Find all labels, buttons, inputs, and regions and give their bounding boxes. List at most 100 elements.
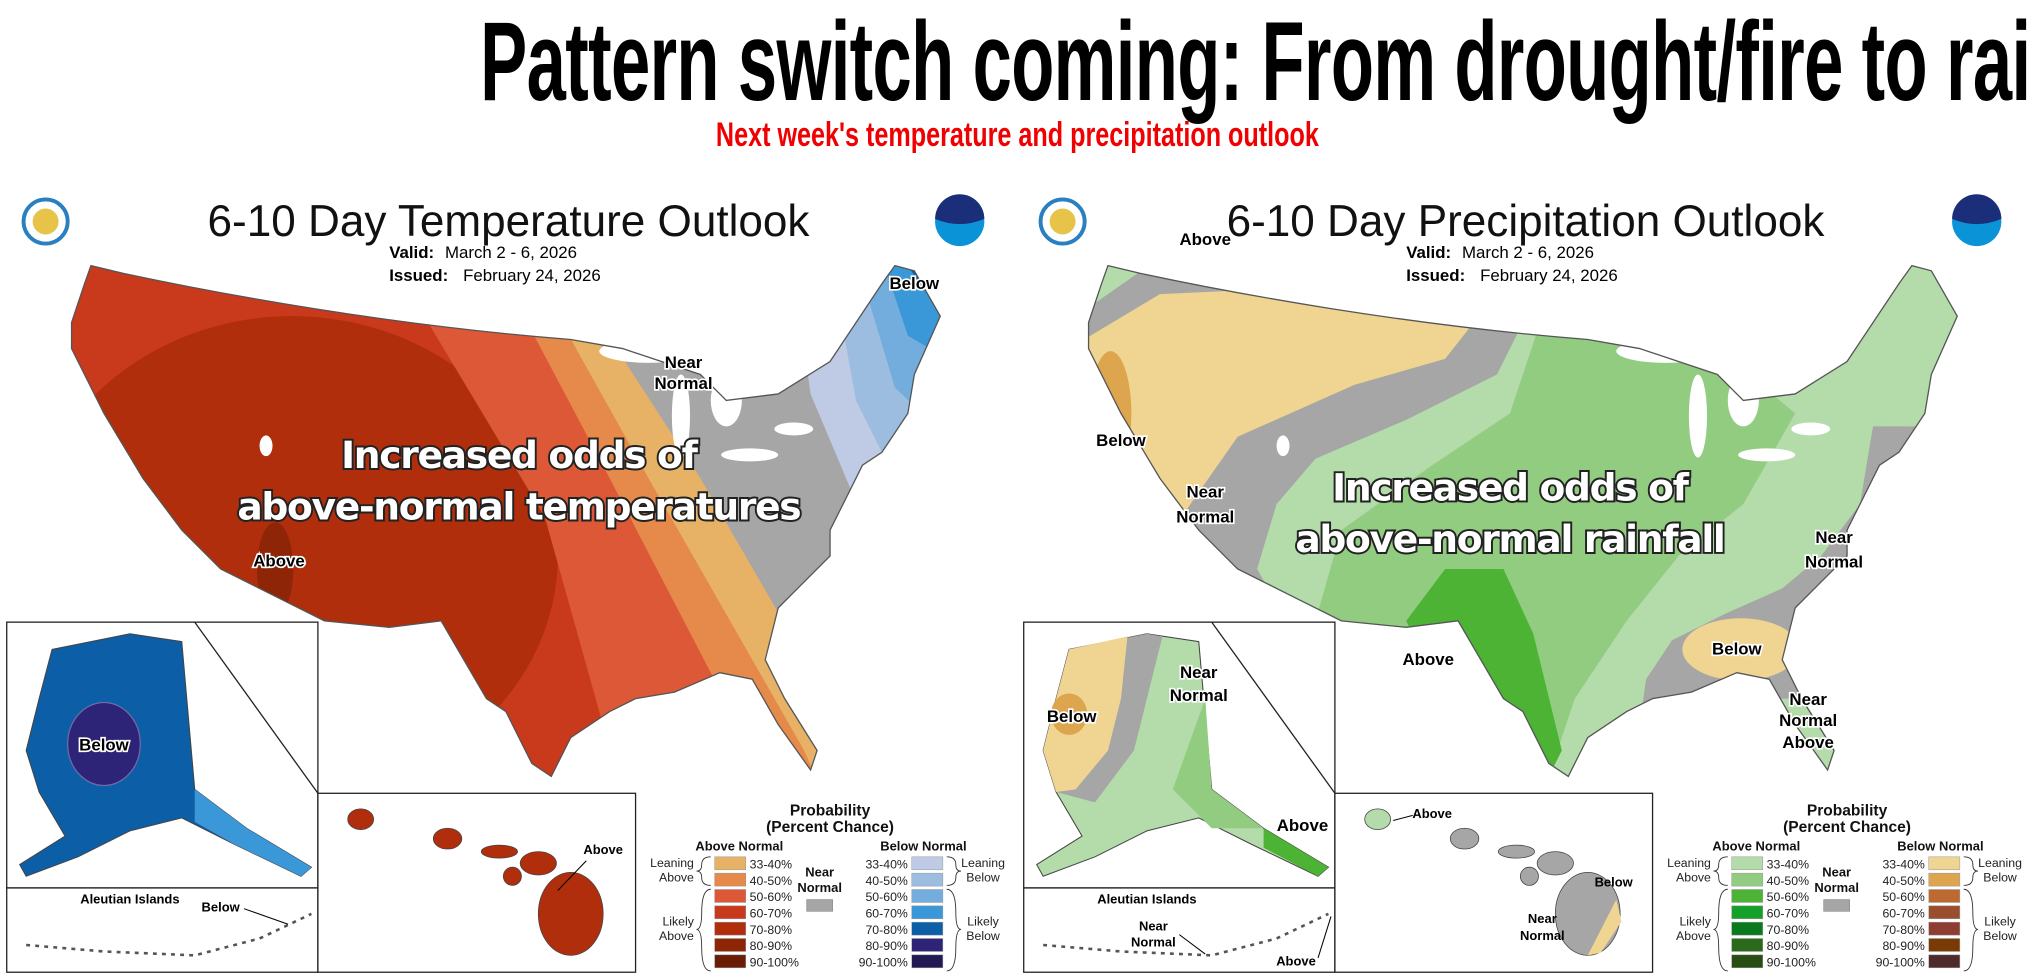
- doc-seal-icon: [1038, 197, 1087, 246]
- legend-leaning-above-line1: Leaning: [650, 856, 694, 870]
- legend-subtitle: (Percent Chance): [766, 819, 894, 836]
- legend-near-normal-line1: Near: [805, 864, 834, 879]
- legend-above-range: 33-40%: [1767, 857, 1809, 871]
- legend-below-range: 33-40%: [1882, 857, 1924, 871]
- label-above-southwest: Above: [253, 551, 304, 570]
- legend-below-range: 40-50%: [1882, 874, 1924, 888]
- legend-above-range: 33-40%: [750, 857, 792, 871]
- legend-subtitle: (Percent Chance): [1783, 819, 1911, 836]
- legend-below-range: 70-80%: [1882, 923, 1924, 937]
- panel-title: 6-10 Day Temperature Outlook: [208, 197, 811, 246]
- legend-above-swatch: [1731, 954, 1764, 969]
- temperature-outlook-map: 6-10 Day Temperature Outlook Valid: Marc…: [6, 194, 1005, 973]
- legend-above-range: 70-80%: [1767, 923, 1809, 937]
- temperature-outlook-panel: 6-10 Day Temperature Outlook Valid: Marc…: [0, 180, 1017, 980]
- issued-label: Issued:: [1406, 266, 1465, 285]
- legend-near-normal-line1: Near: [1822, 864, 1851, 879]
- label-near-normal-west-line2: Normal: [1176, 507, 1234, 526]
- legend-above-range: 90-100%: [750, 956, 799, 970]
- label-above-texas: Above: [1403, 650, 1454, 669]
- legend-below-range: 60-70%: [1882, 907, 1924, 921]
- legend-below-swatch: [1928, 954, 1961, 969]
- legend-leaning-below-line1: Leaning: [961, 856, 1005, 870]
- legend-above-swatch: [714, 905, 747, 920]
- legend-near-normal-line2: Normal: [1814, 880, 1859, 895]
- alaska-inset: Below: [6, 621, 319, 889]
- legend-below-range: 90-100%: [1876, 956, 1925, 970]
- hawaii-inset: Above: [317, 792, 637, 973]
- label-above-florida: Above: [1782, 733, 1833, 752]
- legend-below-header: Below Normal: [1897, 838, 1983, 853]
- label-above-northwest-visible: Above: [1179, 230, 1230, 249]
- legend-below-swatch: [1928, 938, 1961, 952]
- label-alaska-below: Below: [79, 736, 130, 755]
- legend-above-range: 50-60%: [1767, 890, 1809, 904]
- legend-above-range: 40-50%: [1767, 874, 1809, 888]
- overlay-text-line1: Increased odds of: [341, 433, 699, 477]
- legend-above-swatch: [714, 872, 747, 887]
- label-alaska-below: Below: [1047, 707, 1098, 726]
- noaa-logo-icon: [1952, 194, 2002, 247]
- legend-near-normal-swatch: [1823, 899, 1850, 912]
- label-below-northeast: Below: [890, 274, 941, 293]
- overlay-text-line1: Increased odds of: [1332, 465, 1690, 509]
- legend-below-range: 50-60%: [1882, 890, 1924, 904]
- legend-above-swatch: [714, 954, 747, 969]
- legend-above-swatch: [714, 889, 747, 903]
- legend-above-range: 80-90%: [750, 939, 792, 953]
- probability-legend: Probability(Percent Chance) Above Normal B…: [650, 802, 1005, 972]
- legend-below-range: 80-90%: [865, 939, 907, 953]
- label-hawaii-above: Above: [1412, 806, 1452, 821]
- legend-below-swatch: [911, 856, 944, 871]
- legend-below-swatch: [911, 954, 944, 969]
- legend-above-range: 70-80%: [750, 923, 792, 937]
- legend-below-range: 70-80%: [865, 923, 907, 937]
- aleutian-title: Aleutian Islands: [1097, 892, 1196, 907]
- legend-above-swatch: [1731, 938, 1764, 952]
- panel-title: 6-10 Day Precipitation Outlook: [1227, 197, 1826, 246]
- legend-above-range: 60-70%: [750, 907, 792, 921]
- label-alaska-near-normal-line2: Normal: [1170, 686, 1228, 705]
- legend-leaning-above-line1: Leaning: [1667, 856, 1711, 870]
- valid-label: Valid:: [1406, 243, 1451, 262]
- legend-likely-below-line2: Below: [1983, 929, 2017, 943]
- legend-likely-below-line1: Likely: [1984, 915, 2016, 929]
- issued-label: Issued:: [389, 266, 448, 285]
- aleutian-inset: Aleutian Islands Below: [6, 887, 319, 973]
- conus-outline: [1087, 264, 1958, 778]
- legend-likely-above-line1: Likely: [1679, 915, 1711, 929]
- alaska-inset: Near Normal Below Above: [1023, 621, 1336, 889]
- legend-above-range: 90-100%: [1767, 956, 1816, 970]
- valid-label: Valid:: [389, 243, 434, 262]
- label-below-west: Below: [1096, 431, 1147, 450]
- legend-brace-likely-below: [1963, 888, 1979, 972]
- legend-below-swatch: [911, 938, 944, 952]
- label-aleutian-near-normal-line2: Normal: [1131, 934, 1176, 949]
- legend-below-swatch: [911, 872, 944, 887]
- legend-brace-leaning-below: [1963, 856, 1979, 886]
- legend-above-swatch: [1731, 905, 1764, 920]
- headline-text: Pattern switch coming: From drought/fire…: [480, 0, 2034, 124]
- label-alaska-near-normal-line1: Near: [1180, 663, 1218, 682]
- precipitation-outlook-panel: 6-10 Day Precipitation Outlook Valid: Ma…: [1017, 180, 2034, 980]
- region-40-50-below-west: [1089, 351, 1132, 476]
- subheadline-text: Next week's temperature and precipitatio…: [715, 116, 1319, 154]
- noaa-logo-icon: [935, 194, 985, 247]
- legend-likely-below-line2: Below: [966, 929, 1000, 943]
- legend-above-swatch: [714, 921, 747, 936]
- label-alaska-above: Above: [1277, 816, 1328, 835]
- label-near-normal-line2: Normal: [655, 374, 713, 393]
- legend-above-range: 50-60%: [750, 890, 792, 904]
- legend-likely-above-line2: Above: [659, 929, 694, 943]
- legend-below-swatch: [1928, 905, 1961, 920]
- doc-seal-icon: [21, 197, 70, 246]
- legend-brace-likely-above: [1713, 888, 1728, 972]
- legend-below-swatch: [911, 889, 944, 903]
- legend-below-swatch: [1928, 872, 1961, 887]
- aleutian-inset: Aleutian Islands Near Normal Above: [1023, 887, 1336, 973]
- label-aleutian-above: Above: [1276, 954, 1316, 969]
- precipitation-outlook-map: 6-10 Day Precipitation Outlook Valid: Ma…: [1023, 194, 2022, 973]
- legend-below-range: 40-50%: [865, 874, 907, 888]
- legend-below-range: 50-60%: [865, 890, 907, 904]
- legend-above-range: 80-90%: [1767, 939, 1809, 953]
